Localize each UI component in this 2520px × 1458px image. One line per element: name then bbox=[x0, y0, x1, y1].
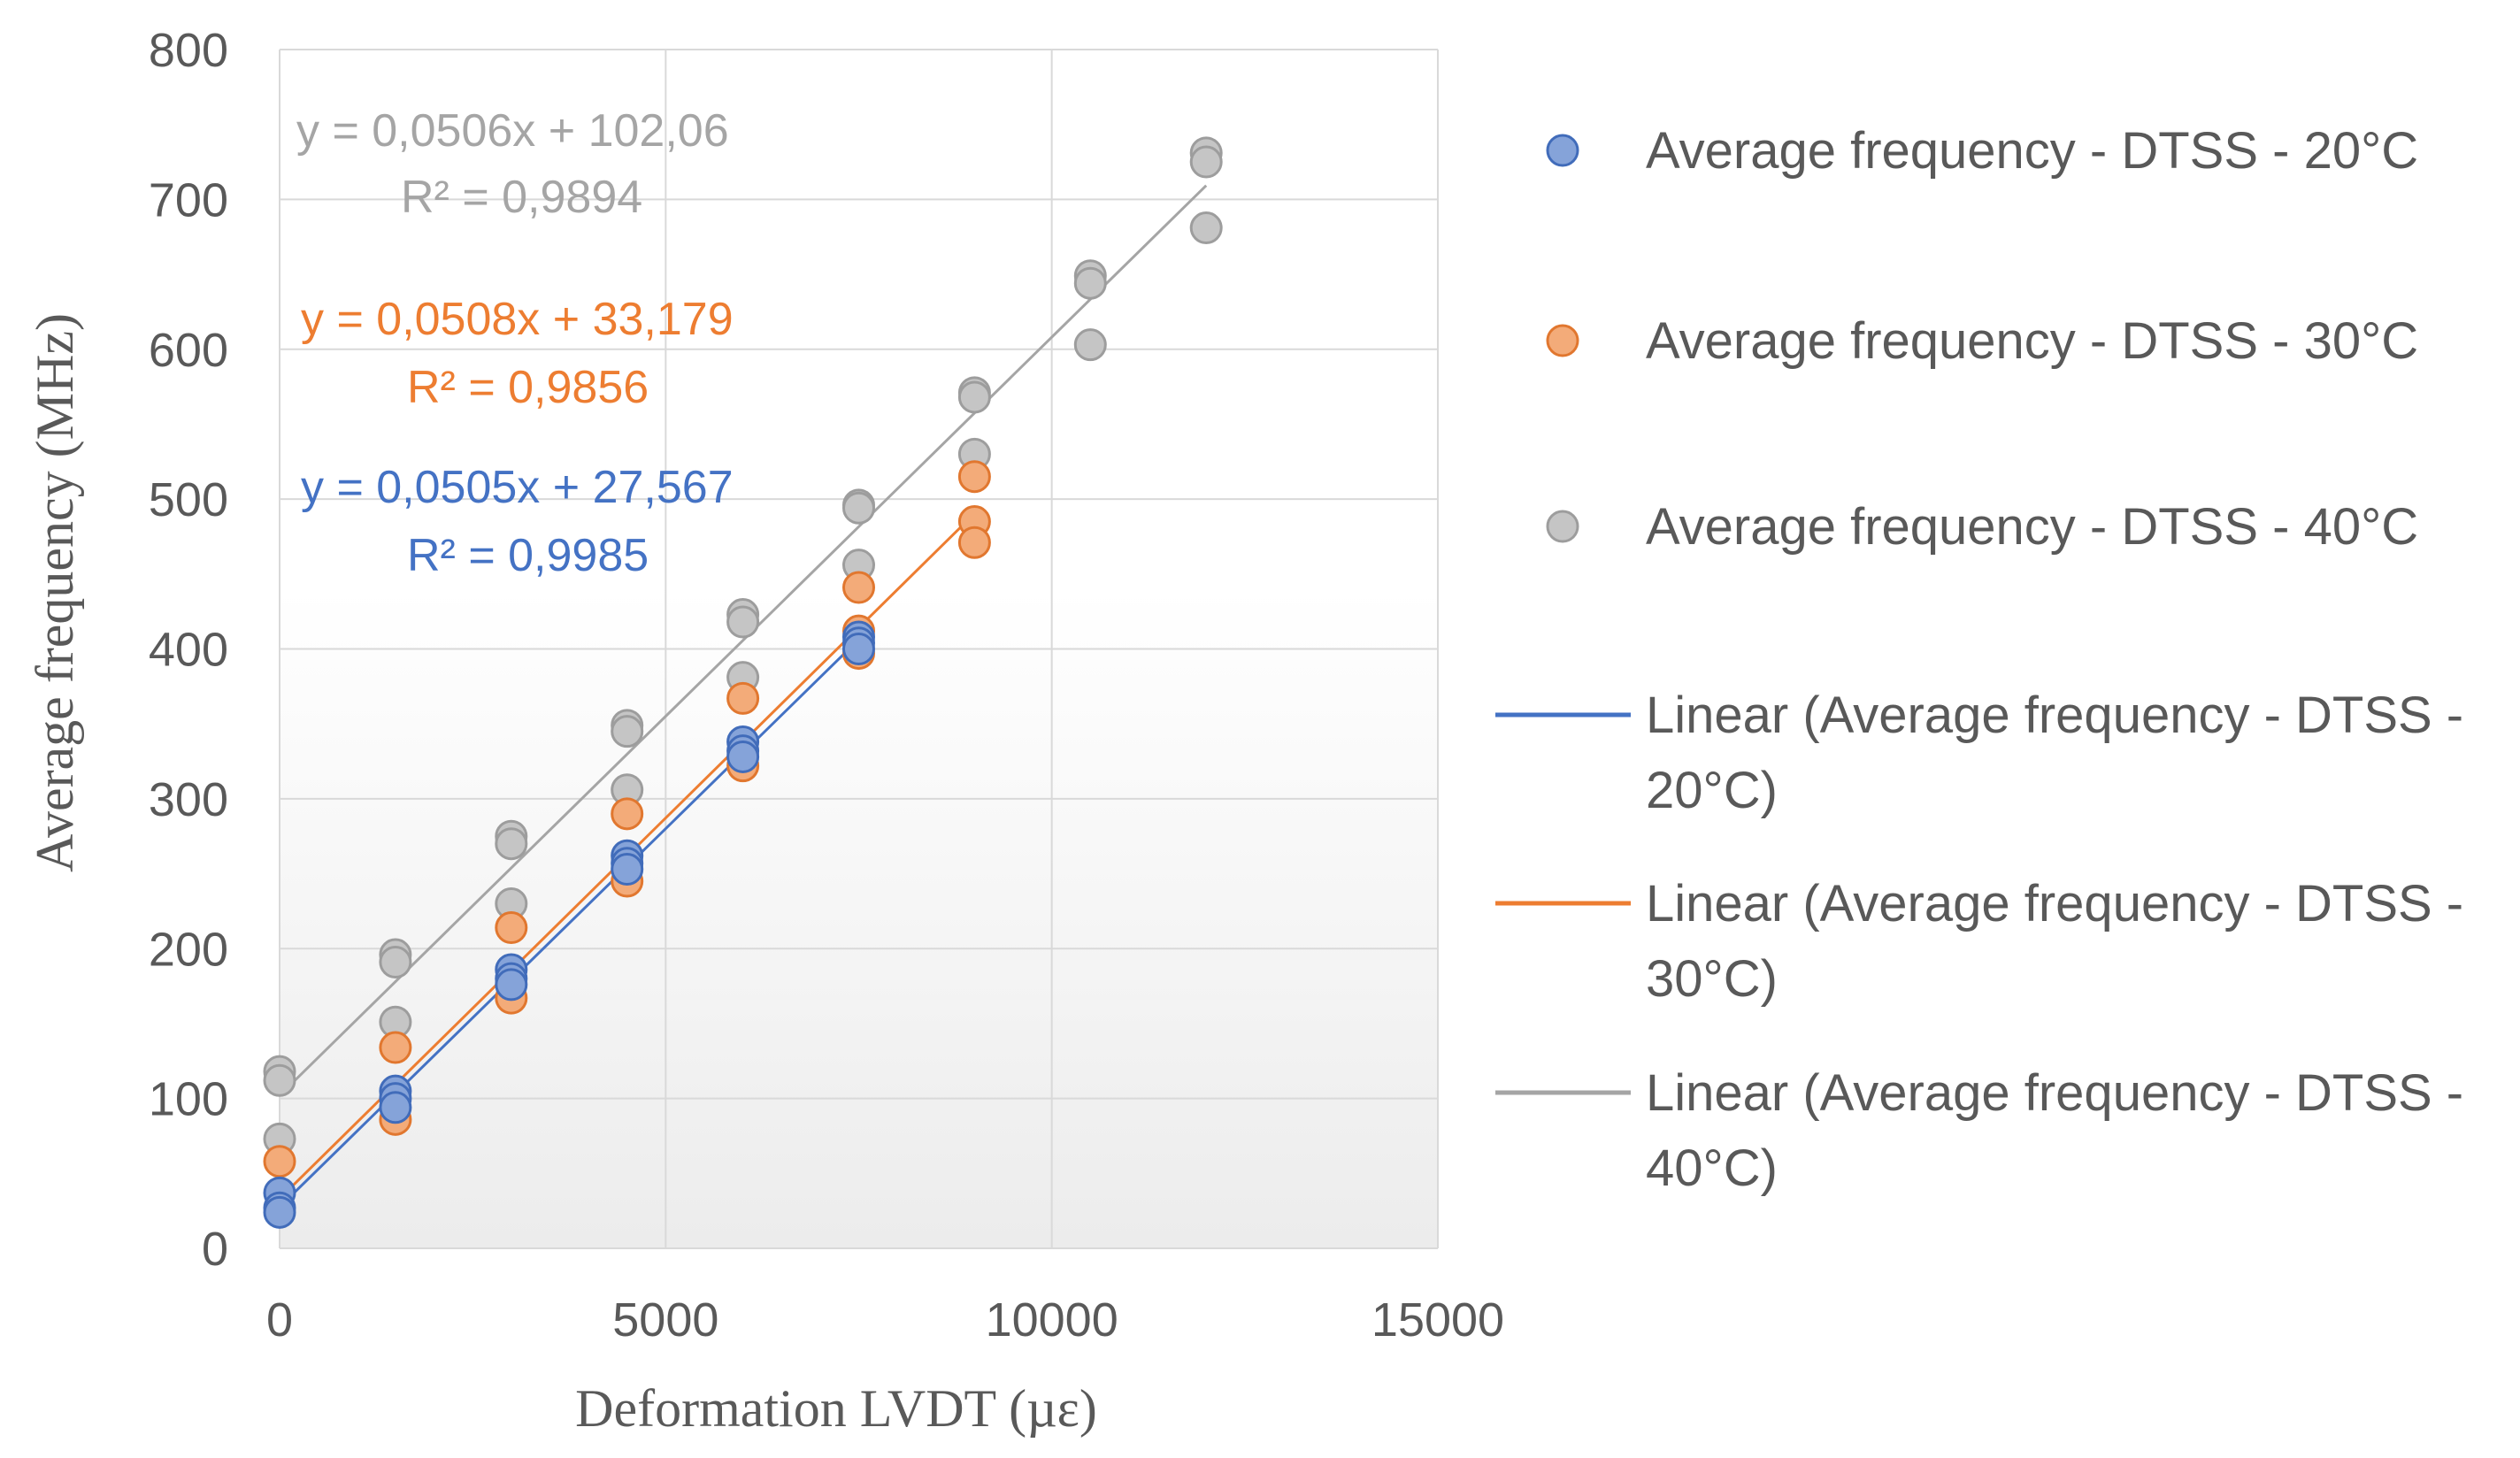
y-tick-label: 500 bbox=[149, 473, 228, 526]
trend-r2-20c: R² = 0,9985 bbox=[407, 530, 649, 581]
data-point bbox=[842, 633, 875, 665]
x-axis-title: Deformation LVDT (µε) bbox=[575, 1379, 1097, 1438]
legend-marker bbox=[1546, 510, 1579, 543]
y-tick-label: 300 bbox=[149, 773, 228, 826]
trend-equation-30c: y = 0,0508x + 33,179 bbox=[301, 294, 734, 345]
legend-label: Linear (Average frequency - DTSS - bbox=[1646, 687, 2463, 744]
legend-label: 30°C) bbox=[1646, 950, 1778, 1008]
data-point bbox=[726, 605, 760, 639]
trend-equation-20c: y = 0,0505x + 27,567 bbox=[301, 462, 734, 513]
trendline-series-2 bbox=[278, 184, 1208, 1097]
x-tick-label: 5000 bbox=[612, 1293, 718, 1347]
trend-equations: y = 0,0506x + 102,06 R² = 0,9894 y = 0,0… bbox=[296, 105, 734, 581]
data-point bbox=[379, 945, 412, 978]
data-point bbox=[611, 715, 644, 748]
trendline-series-0 bbox=[278, 638, 860, 1209]
legend: Average frequency - DTSS - 20°C Average f… bbox=[1495, 122, 2463, 1197]
series-points-2 bbox=[263, 136, 1223, 1155]
legend-marker bbox=[1546, 324, 1579, 357]
data-point bbox=[1073, 328, 1107, 362]
data-point bbox=[957, 380, 991, 414]
legend-item: Average frequency - DTSS - 20°C bbox=[1546, 122, 2418, 180]
data-point bbox=[842, 491, 875, 525]
data-point bbox=[611, 852, 644, 886]
grid-lines bbox=[279, 49, 1439, 1249]
y-axis-title: Average frequency (MHz) bbox=[26, 313, 84, 872]
data-point bbox=[1189, 211, 1223, 245]
legend-item: Linear (Average frequency - DTSS - 30°C) bbox=[1495, 875, 2463, 1008]
series-points-0 bbox=[263, 620, 875, 1229]
x-tick-label: 15000 bbox=[1371, 1293, 1504, 1347]
y-tick-label: 700 bbox=[149, 173, 228, 226]
y-tick-label: 100 bbox=[149, 1073, 228, 1126]
x-tick-label: 0 bbox=[266, 1293, 293, 1347]
legend-item: Average frequency - DTSS - 40°C bbox=[1546, 498, 2418, 556]
data-point bbox=[263, 1145, 296, 1178]
data-point bbox=[1073, 266, 1107, 300]
data-point bbox=[379, 1031, 412, 1064]
trend-r2-30c: R² = 0,9856 bbox=[407, 362, 649, 413]
legend-item: Linear (Average frequency - DTSS - 40°C) bbox=[1495, 1064, 2463, 1197]
legend-label: Linear (Average frequency - DTSS - bbox=[1646, 875, 2463, 932]
y-tick-label: 600 bbox=[149, 324, 228, 377]
data-point bbox=[263, 1195, 296, 1229]
tick-labels: 0 100 200 300 400 500 600 700 800 0 5000 10000 15000 bbox=[149, 24, 1504, 1347]
legend-item: Linear (Average frequency - DTSS - 20°C) bbox=[1495, 687, 2463, 819]
data-point bbox=[957, 526, 991, 559]
legend-label: 40°C) bbox=[1646, 1140, 1778, 1197]
y-tick-label: 400 bbox=[149, 624, 228, 677]
y-tick-label: 800 bbox=[149, 24, 228, 77]
data-point bbox=[263, 1063, 296, 1097]
legend-marker bbox=[1546, 134, 1579, 167]
y-tick-label: 0 bbox=[202, 1223, 228, 1276]
x-tick-label: 10000 bbox=[986, 1293, 1118, 1347]
legend-label: Average frequency - DTSS - 30°C bbox=[1646, 312, 2418, 370]
data-point bbox=[495, 911, 528, 945]
data-point bbox=[495, 968, 528, 1001]
data-point bbox=[726, 681, 760, 715]
data-point bbox=[611, 797, 644, 831]
y-tick-label: 200 bbox=[149, 923, 228, 976]
data-point bbox=[726, 740, 760, 773]
data-point bbox=[495, 827, 528, 861]
legend-item: Average frequency - DTSS - 30°C bbox=[1546, 312, 2418, 370]
data-point bbox=[1189, 145, 1223, 179]
legend-label: Average frequency - DTSS - 20°C bbox=[1646, 122, 2418, 180]
data-point bbox=[957, 460, 991, 494]
legend-label: 20°C) bbox=[1646, 762, 1778, 819]
legend-label: Linear (Average frequency - DTSS - bbox=[1646, 1064, 2463, 1122]
data-point bbox=[379, 1091, 412, 1124]
data-points bbox=[263, 136, 1223, 1229]
trend-equation-40c: y = 0,0506x + 102,06 bbox=[296, 105, 729, 157]
legend-label: Average frequency - DTSS - 40°C bbox=[1646, 498, 2418, 556]
data-point bbox=[842, 571, 875, 604]
trend-r2-40c: R² = 0,9894 bbox=[401, 172, 642, 223]
